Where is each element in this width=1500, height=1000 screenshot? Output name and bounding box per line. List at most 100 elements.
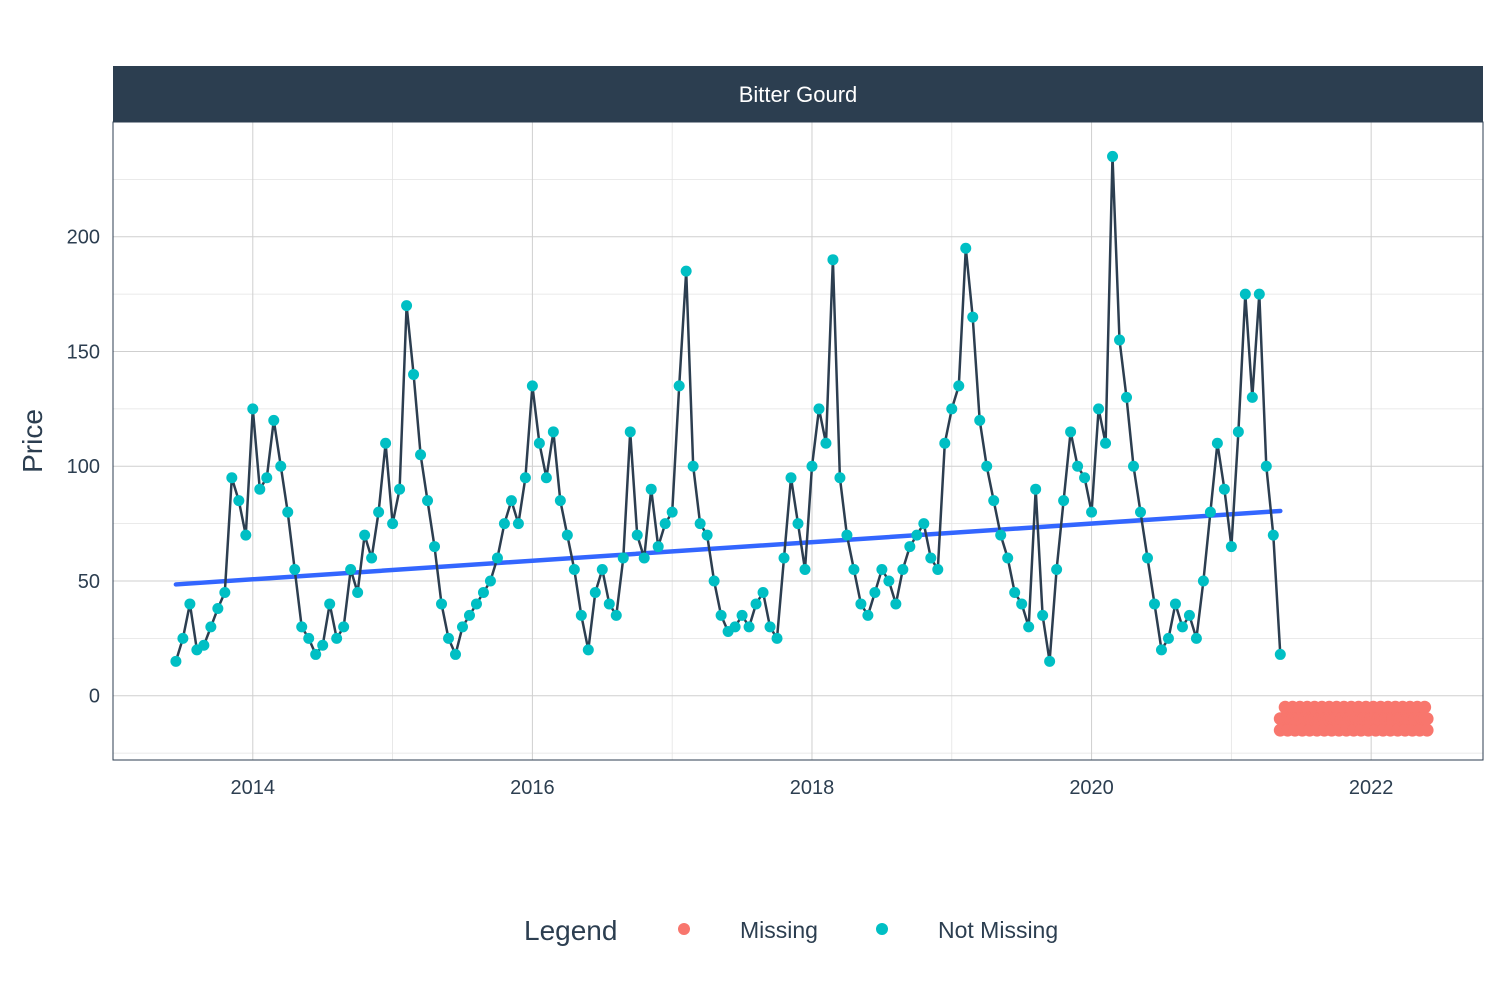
legend: Legend Missing Not Missing — [524, 915, 1058, 946]
data-point — [680, 265, 692, 277]
x-tick-label: 2014 — [231, 777, 276, 799]
data-point — [470, 598, 482, 610]
data-point — [317, 639, 329, 651]
data-point — [338, 621, 350, 633]
data-point — [177, 632, 189, 644]
data-point — [345, 564, 357, 576]
data-point — [561, 529, 573, 541]
data-point — [820, 437, 832, 449]
data-point — [254, 483, 266, 495]
data-point — [310, 648, 322, 660]
data-point — [1100, 437, 1112, 449]
data-point — [876, 564, 888, 576]
y-tick-label: 100 — [67, 456, 100, 478]
data-point — [715, 609, 727, 621]
data-point — [1037, 609, 1049, 621]
data-point — [862, 609, 874, 621]
data-point — [505, 495, 517, 507]
missing-point — [1418, 700, 1432, 714]
data-point — [1002, 552, 1014, 564]
data-point — [547, 426, 559, 438]
data-point — [1267, 529, 1279, 541]
data-point — [645, 483, 657, 495]
data-point — [422, 495, 434, 507]
data-point — [687, 460, 699, 472]
data-point — [1211, 437, 1223, 449]
data-point — [827, 254, 839, 266]
data-point — [904, 541, 916, 553]
data-point — [1253, 288, 1265, 300]
data-point — [918, 518, 930, 530]
data-point — [995, 529, 1007, 541]
data-point — [743, 621, 755, 633]
major-gridlines — [113, 122, 1483, 760]
data-point — [477, 586, 489, 598]
data-point — [666, 506, 678, 518]
data-point — [1274, 648, 1286, 660]
data-point — [603, 598, 615, 610]
data-point — [268, 414, 280, 426]
data-point — [1030, 483, 1042, 495]
data-point — [219, 586, 231, 598]
data-point — [974, 414, 986, 426]
data-point — [960, 242, 972, 254]
legend-key-missing — [678, 923, 690, 935]
data-point — [750, 598, 762, 610]
data-point — [631, 529, 643, 541]
data-point — [456, 621, 468, 633]
data-point — [1148, 598, 1160, 610]
data-point — [792, 518, 804, 530]
data-point — [366, 552, 378, 564]
data-point — [764, 621, 776, 633]
data-point — [988, 495, 1000, 507]
data-point — [205, 621, 217, 633]
y-tick-label: 150 — [67, 341, 100, 363]
panel-background — [113, 122, 1483, 760]
y-axis-ticks: 0 50 100 150 200 — [67, 227, 100, 708]
data-point — [387, 518, 399, 530]
data-point — [261, 472, 273, 484]
data-point — [1058, 495, 1070, 507]
data-point — [1190, 632, 1202, 644]
data-point — [233, 495, 245, 507]
data-point — [736, 609, 748, 621]
data-point — [1086, 506, 1098, 518]
data-point — [617, 552, 629, 564]
data-point — [659, 518, 671, 530]
data-point — [429, 541, 441, 553]
data-point — [1079, 472, 1091, 484]
data-point — [638, 552, 650, 564]
data-point — [1135, 506, 1146, 518]
data-point — [240, 529, 252, 541]
data-point — [352, 586, 364, 598]
data-point — [1121, 391, 1133, 403]
data-point — [582, 644, 594, 656]
data-point — [869, 586, 881, 598]
points-layer — [170, 150, 1286, 667]
x-tick-label: 2016 — [510, 777, 555, 799]
data-point — [813, 403, 825, 415]
x-tick-label: 2020 — [1069, 777, 1114, 799]
data-point — [694, 518, 706, 530]
data-point — [610, 609, 622, 621]
data-point — [652, 541, 664, 553]
data-point — [575, 609, 587, 621]
legend-label-missing: Missing — [740, 917, 818, 943]
data-point — [443, 632, 455, 644]
data-point — [1169, 598, 1181, 610]
data-point — [289, 564, 301, 576]
data-point — [1114, 334, 1126, 346]
data-point — [785, 472, 797, 484]
data-point — [450, 648, 461, 660]
data-point — [324, 598, 336, 610]
data-point — [841, 529, 853, 541]
data-point — [890, 598, 902, 610]
data-point — [701, 529, 713, 541]
facet-title: Bitter Gourd — [739, 82, 858, 107]
data-point — [778, 552, 790, 564]
data-point — [806, 460, 818, 472]
data-point — [1107, 150, 1119, 162]
data-point — [526, 380, 538, 392]
